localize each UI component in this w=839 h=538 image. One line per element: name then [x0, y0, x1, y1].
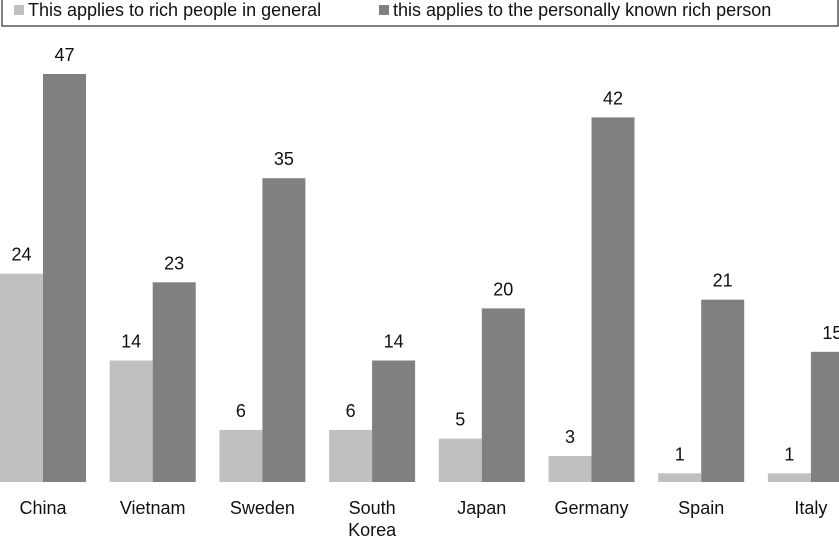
- bar-japan-personal: [481, 308, 525, 482]
- value-label-sweden-general: 6: [236, 401, 246, 421]
- bar-spain-personal: [701, 299, 745, 482]
- bar-italy-personal: [810, 351, 839, 482]
- value-label-japan-general: 5: [455, 410, 465, 430]
- value-label-spain-general: 1: [675, 444, 685, 464]
- category-label-japan: Japan: [457, 498, 506, 518]
- category-label-south-korea: South Korea: [348, 498, 397, 538]
- value-label-south-korea-general: 6: [346, 401, 356, 421]
- value-label-china-general: 24: [11, 245, 31, 265]
- bar-sweden-general: [219, 429, 263, 482]
- value-label-sweden-personal: 35: [274, 149, 294, 169]
- bar-sweden-personal: [262, 178, 306, 482]
- bar-south-korea-general: [329, 429, 373, 482]
- value-label-italy-general: 1: [784, 444, 794, 464]
- bar-germany-general: [548, 456, 592, 482]
- value-label-germany-personal: 42: [603, 88, 623, 108]
- category-label-italy: Italy: [794, 498, 827, 518]
- value-label-china-personal: 47: [54, 45, 74, 65]
- bar-china-personal: [43, 74, 86, 482]
- bar-china-general: [0, 273, 43, 482]
- legend-label-personal: this applies to the personally known ric…: [393, 0, 771, 20]
- legend-label-general: This applies to rich people in general: [28, 0, 321, 20]
- value-label-japan-personal: 20: [493, 279, 513, 299]
- bar-vietnam-personal: [152, 282, 196, 482]
- bar-japan-general: [438, 438, 482, 482]
- category-label-sweden: Sweden: [230, 498, 295, 518]
- category-label-vietnam: Vietnam: [120, 498, 186, 518]
- value-label-south-korea-personal: 14: [384, 332, 404, 352]
- value-label-vietnam-general: 14: [121, 332, 141, 352]
- bar-south-korea-personal: [372, 360, 416, 482]
- bar-italy-general: [767, 473, 811, 482]
- legend: This applies to rich people in general t…: [1, 0, 839, 27]
- value-label-italy-personal: 15: [822, 323, 839, 343]
- value-label-vietnam-personal: 23: [164, 253, 184, 273]
- bar-germany-personal: [591, 117, 635, 483]
- bar-vietnam-general: [109, 360, 153, 482]
- legend-box: [1, 0, 839, 27]
- value-label-germany-general: 3: [565, 427, 575, 447]
- legend-swatch-general: [14, 5, 24, 15]
- value-label-spain-personal: 21: [713, 271, 733, 291]
- category-label-china: China: [19, 498, 67, 518]
- category-label-germany: Germany: [554, 498, 628, 518]
- category-label-spain: Spain: [678, 498, 724, 518]
- legend-swatch-personal: [379, 5, 389, 15]
- bar-spain-general: [658, 473, 702, 482]
